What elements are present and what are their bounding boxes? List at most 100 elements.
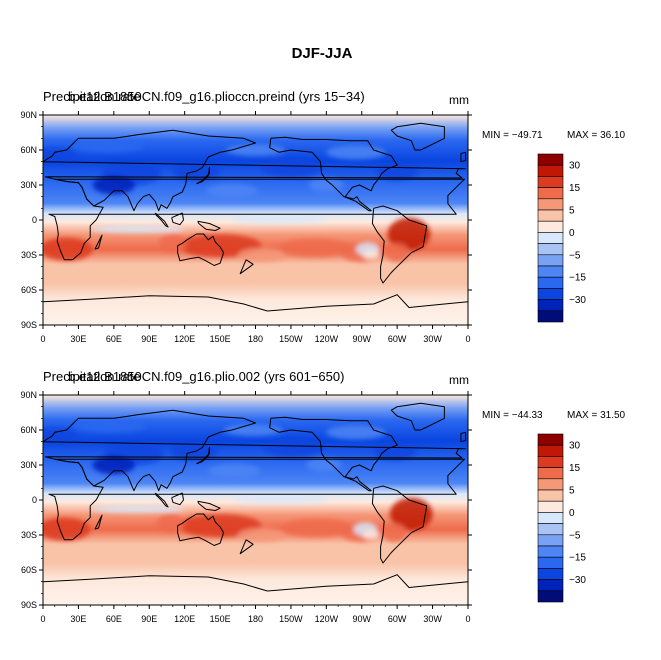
colorbar: 30 15 5 0 −5 −15 −30	[537, 153, 586, 323]
anomaly-blob	[237, 528, 285, 542]
coastline	[154, 492, 169, 508]
colorbar-swatch	[537, 478, 564, 491]
anomaly-blob	[90, 505, 185, 513]
coastline	[390, 122, 445, 151]
coastline	[171, 212, 184, 226]
panel-units: mm	[449, 93, 469, 107]
lat-label: 90S	[21, 320, 37, 330]
lon-label: 90W	[352, 334, 371, 344]
lon-label: 0	[40, 334, 45, 344]
colorbar-swatch	[537, 500, 564, 513]
min-label: MIN = −49.71	[482, 130, 543, 141]
panel-case-title: b.e12.B1850CN.f09_g16.plio.002 (yrs 601−…	[68, 369, 344, 384]
anomaly-blob	[326, 425, 386, 440]
colorbar-swatch	[537, 556, 564, 569]
coastline	[94, 234, 103, 250]
colorbar-swatch	[537, 176, 564, 188]
colorbar-swatch	[537, 568, 564, 580]
anomaly-blob	[158, 234, 188, 253]
anomaly-blob	[385, 243, 410, 262]
panel-units: mm	[449, 373, 469, 387]
anomaly-blob	[43, 237, 93, 261]
colorbar-swatch	[537, 512, 564, 524]
colorbar-swatch	[537, 265, 564, 278]
lat-label: 30N	[20, 460, 37, 470]
colorbar-swatch	[537, 444, 564, 457]
anomaly-blob	[223, 424, 283, 436]
coastline	[177, 513, 225, 546]
colorbar-swatch	[537, 433, 564, 446]
coastline	[171, 492, 184, 506]
colorbar-swatch	[537, 220, 564, 233]
lon-label: 90E	[141, 614, 157, 624]
anomaly-blob	[387, 217, 431, 251]
lon-label: 30W	[423, 334, 442, 344]
anomaly-blob	[279, 238, 350, 258]
lat-label: 90S	[21, 600, 37, 610]
anomaly-blob	[72, 140, 144, 153]
colorbar-swatch	[537, 153, 564, 166]
colorbar-label: 0	[569, 228, 575, 239]
panel-variable-title: Precipitation rate	[43, 369, 141, 384]
lon-label: 60E	[106, 614, 122, 624]
lat-label: 30S	[21, 250, 37, 260]
anomaly-blob	[208, 463, 261, 478]
lon-label: 0	[465, 334, 470, 344]
coastline	[197, 220, 221, 231]
lon-label: 120E	[174, 614, 195, 624]
colorbar-swatch	[537, 523, 564, 536]
lon-label: 60W	[388, 334, 407, 344]
lon-label: 180	[248, 334, 263, 344]
colorbar-swatch	[537, 198, 564, 211]
colorbar-swatch	[537, 254, 564, 267]
lon-label: 150E	[210, 334, 231, 344]
colorbar-swatch	[537, 288, 564, 300]
coastline	[390, 402, 445, 431]
anomaly-blob	[74, 420, 146, 433]
colorbar-label: −30	[569, 295, 586, 306]
lon-label: 0	[40, 614, 45, 624]
lon-label: 30E	[70, 334, 86, 344]
colorbar: 30 15 5 0 −5 −15 −30	[537, 433, 586, 603]
lon-label: 120E	[174, 334, 195, 344]
colorbar-swatch	[537, 232, 564, 244]
anomaly-blob	[205, 183, 258, 198]
anomaly-blob	[234, 496, 329, 504]
figure-title: DJF-JJA	[292, 45, 353, 62]
anomaly-blobs	[43, 420, 433, 542]
anomaly-blob	[92, 175, 136, 195]
anomaly-blob	[281, 518, 353, 538]
lon-label: 30W	[423, 614, 442, 624]
anomaly-blob	[390, 497, 433, 531]
coastline	[154, 212, 169, 228]
colorbar-label: 30	[569, 161, 581, 172]
lon-label: 120W	[315, 614, 339, 624]
anomaly-blob	[373, 441, 417, 461]
anomaly-blob	[237, 248, 285, 262]
anomaly-blob	[326, 145, 386, 160]
coastline	[371, 205, 428, 284]
anomaly-blob	[231, 216, 327, 224]
coastline	[269, 416, 398, 492]
lat-label: 90N	[20, 110, 37, 120]
lat-label: 30N	[20, 180, 37, 190]
min-label: MIN = −44.33	[482, 410, 543, 421]
anomaly-blob	[306, 458, 342, 472]
colorbar-swatch	[537, 164, 564, 177]
colorbar-label: −15	[569, 553, 586, 564]
colorbar-label: −5	[569, 530, 581, 541]
colorbar-label: −15	[569, 273, 586, 284]
colorbar-label: −5	[569, 250, 581, 261]
coastline	[239, 539, 254, 555]
coastline	[196, 167, 210, 185]
anomaly-blob	[362, 530, 380, 540]
coastline	[197, 500, 221, 511]
lat-label: 60N	[20, 145, 37, 155]
precip-field	[43, 115, 468, 325]
colorbar-label: −30	[569, 575, 586, 586]
colorbar-swatch	[537, 579, 564, 592]
lat-label: 60S	[21, 565, 37, 575]
lon-label: 150E	[210, 614, 231, 624]
